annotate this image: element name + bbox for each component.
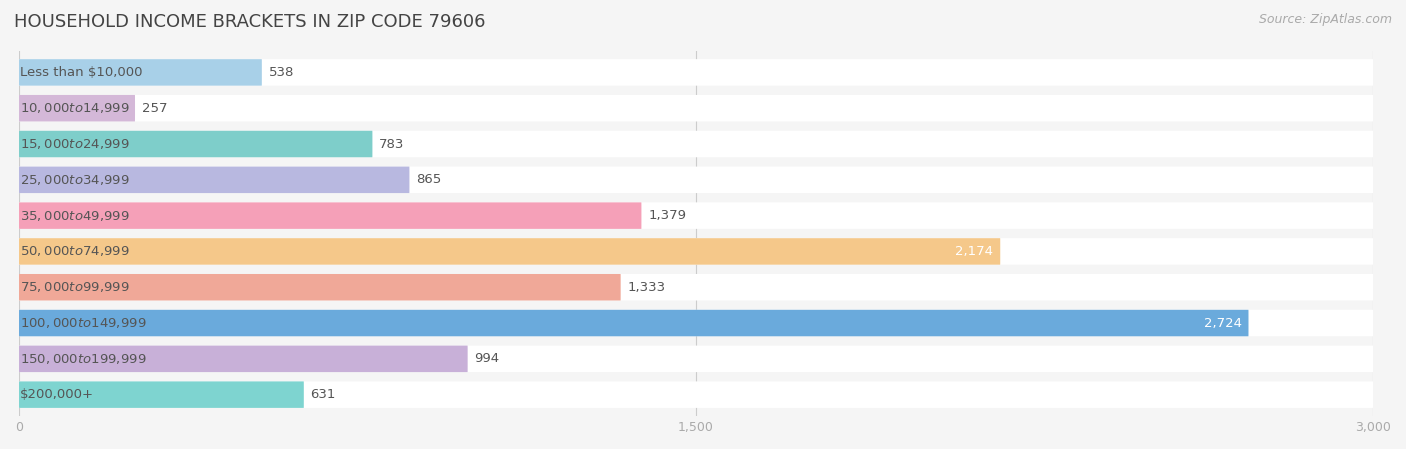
Text: $15,000 to $24,999: $15,000 to $24,999 [20, 137, 129, 151]
Text: 1,379: 1,379 [648, 209, 686, 222]
Text: 994: 994 [474, 352, 499, 365]
FancyBboxPatch shape [20, 381, 304, 408]
Text: $25,000 to $34,999: $25,000 to $34,999 [20, 173, 129, 187]
FancyBboxPatch shape [20, 131, 1374, 157]
Text: $100,000 to $149,999: $100,000 to $149,999 [20, 316, 146, 330]
FancyBboxPatch shape [20, 95, 135, 122]
FancyBboxPatch shape [20, 346, 468, 372]
Text: 783: 783 [380, 137, 405, 150]
FancyBboxPatch shape [20, 238, 1374, 264]
FancyBboxPatch shape [20, 346, 1374, 372]
FancyBboxPatch shape [20, 274, 1374, 300]
Text: $150,000 to $199,999: $150,000 to $199,999 [20, 352, 146, 366]
Text: Less than $10,000: Less than $10,000 [20, 66, 142, 79]
FancyBboxPatch shape [20, 59, 1374, 86]
Text: Source: ZipAtlas.com: Source: ZipAtlas.com [1258, 13, 1392, 26]
FancyBboxPatch shape [20, 167, 409, 193]
Text: 631: 631 [311, 388, 336, 401]
FancyBboxPatch shape [20, 167, 1374, 193]
Text: 257: 257 [142, 102, 167, 114]
FancyBboxPatch shape [20, 202, 1374, 229]
Text: HOUSEHOLD INCOME BRACKETS IN ZIP CODE 79606: HOUSEHOLD INCOME BRACKETS IN ZIP CODE 79… [14, 13, 485, 31]
Text: $35,000 to $49,999: $35,000 to $49,999 [20, 209, 129, 223]
Text: 2,724: 2,724 [1204, 317, 1241, 330]
Text: $200,000+: $200,000+ [20, 388, 94, 401]
FancyBboxPatch shape [20, 59, 262, 86]
Text: $10,000 to $14,999: $10,000 to $14,999 [20, 101, 129, 115]
FancyBboxPatch shape [20, 238, 1000, 264]
FancyBboxPatch shape [20, 202, 641, 229]
FancyBboxPatch shape [20, 274, 620, 300]
Text: 1,333: 1,333 [627, 281, 665, 294]
Text: 538: 538 [269, 66, 294, 79]
Text: 2,174: 2,174 [956, 245, 994, 258]
Text: $75,000 to $99,999: $75,000 to $99,999 [20, 280, 129, 294]
FancyBboxPatch shape [20, 131, 373, 157]
FancyBboxPatch shape [20, 310, 1249, 336]
FancyBboxPatch shape [20, 95, 1374, 122]
FancyBboxPatch shape [20, 310, 1374, 336]
Text: $50,000 to $74,999: $50,000 to $74,999 [20, 244, 129, 259]
FancyBboxPatch shape [20, 381, 1374, 408]
Text: 865: 865 [416, 173, 441, 186]
